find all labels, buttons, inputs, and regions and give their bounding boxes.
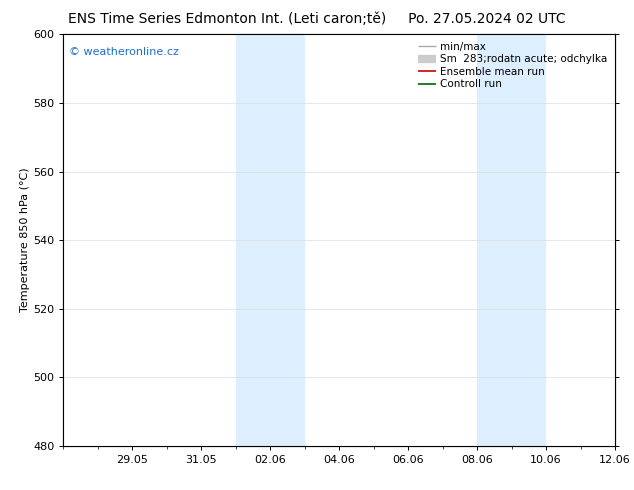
Bar bbox=[477, 34, 512, 446]
Text: ENS Time Series Edmonton Int. (Leti caron;tě)     Po. 27.05.2024 02 UTC: ENS Time Series Edmonton Int. (Leti caro… bbox=[68, 12, 566, 26]
Legend: min/max, Sm  283;rodatn acute; odchylka, Ensemble mean run, Controll run: min/max, Sm 283;rodatn acute; odchylka, … bbox=[415, 40, 610, 92]
Text: © weatheronline.cz: © weatheronline.cz bbox=[69, 47, 179, 57]
Bar bbox=[236, 34, 305, 446]
Bar bbox=[512, 34, 546, 446]
Y-axis label: Temperature 850 hPa (°C): Temperature 850 hPa (°C) bbox=[20, 168, 30, 313]
